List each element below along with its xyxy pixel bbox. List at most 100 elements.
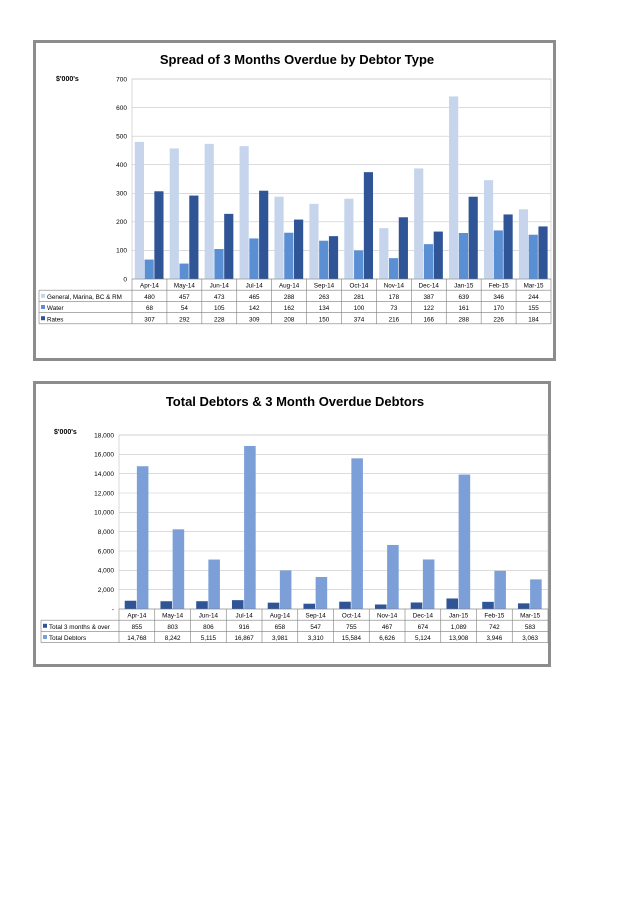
data-label: 54: [181, 305, 189, 312]
data-label: 467: [382, 624, 393, 631]
legend-key: [43, 635, 47, 639]
bar-1: [204, 143, 214, 279]
bar-2: [244, 445, 256, 609]
bar-1: [344, 198, 354, 279]
data-label: 8,242: [165, 635, 181, 642]
data-label: 803: [167, 624, 178, 631]
y-tick-label: 200: [116, 219, 127, 226]
bar-2: [279, 570, 292, 609]
data-label: 178: [389, 294, 400, 301]
data-label: 6,626: [379, 635, 395, 642]
bar-2: [172, 529, 185, 609]
y-unit-label: $'000's: [56, 76, 79, 83]
bar-1: [482, 601, 494, 609]
y-tick-label: 16,000: [94, 452, 114, 459]
data-label: 346: [493, 294, 504, 301]
data-label: 465: [249, 294, 260, 301]
chart-panel-debtor-type: Spread of 3 Months Overdue by Debtor Typ…: [33, 40, 556, 361]
bar-2: [530, 579, 542, 609]
data-label: 307: [144, 316, 155, 323]
y-unit-label: $'000's: [54, 429, 77, 436]
y-tick-label: 6,000: [98, 548, 115, 555]
data-label: 583: [525, 624, 536, 631]
chart-title: Total Debtors & 3 Month Overdue Debtors: [166, 394, 424, 409]
bar-2: [494, 570, 506, 609]
chart-title: Spread of 3 Months Overdue by Debtor Typ…: [160, 52, 434, 67]
data-label: 244: [528, 294, 539, 301]
bar-1: [231, 600, 244, 609]
chart-debtor-type-svg: Spread of 3 Months Overdue by Debtor Typ…: [38, 52, 552, 325]
bar-2: [422, 559, 435, 609]
bar-1: [374, 604, 387, 609]
bar-1: [160, 601, 173, 609]
data-label: 288: [284, 294, 295, 301]
data-label: 5,115: [201, 635, 217, 642]
chart-total-debtors-svg: Total Debtors & 3 Month Overdue Debtors …: [40, 394, 549, 643]
x-tick-label: Apr-14: [140, 283, 159, 290]
plot-area: [131, 78, 552, 280]
bar-1: [414, 168, 424, 279]
legend-key: [43, 623, 47, 628]
bar-1: [309, 203, 319, 279]
bar-2: [458, 474, 471, 609]
data-label: 3,946: [486, 635, 502, 642]
data-label: 855: [132, 624, 143, 631]
x-tick-label: Jul-14: [236, 613, 254, 620]
x-tick-label: Sep-14: [314, 283, 335, 290]
data-label: 5,124: [415, 635, 431, 642]
data-label: 3,981: [272, 635, 288, 642]
y-tick-label: 18,000: [94, 432, 114, 439]
data-label: 161: [458, 305, 469, 312]
data-label: 16,867: [234, 635, 254, 642]
bar-1: [379, 228, 389, 279]
bar-1: [339, 601, 351, 609]
bar-2: [144, 259, 154, 279]
data-label: 142: [249, 305, 260, 312]
y-tick-label: -: [112, 606, 114, 613]
bar-2: [388, 258, 399, 279]
bar-3: [328, 236, 339, 279]
bar-3: [538, 226, 548, 279]
y-tick-label: 14,000: [94, 471, 114, 478]
bar-2: [315, 577, 328, 609]
bar-3: [468, 196, 478, 279]
chart-panel-total-debtors: Total Debtors & 3 Month Overdue Debtors …: [33, 381, 551, 667]
data-label: 166: [424, 316, 435, 323]
y-tick-label: 4,000: [98, 568, 115, 575]
data-label: 228: [214, 316, 225, 323]
x-tick-label: Mar-15: [524, 283, 544, 290]
bar-1: [410, 602, 423, 609]
legend-key: [41, 293, 45, 298]
y-tick-label: 10,000: [94, 510, 114, 517]
x-tick-label: Jun-14: [199, 613, 219, 620]
x-tick-label: Feb-15: [489, 283, 509, 290]
data-label: 480: [144, 294, 155, 301]
legend-entry: Total 3 months & over: [49, 624, 110, 631]
data-label: 281: [354, 294, 365, 301]
data-label: 806: [203, 624, 214, 631]
data-label: 263: [319, 294, 330, 301]
x-tick-label: Sep-14: [305, 613, 326, 620]
bar-1: [517, 603, 530, 609]
y-tick-label: 8,000: [98, 529, 115, 536]
bar-2: [493, 230, 503, 279]
bar-3: [224, 213, 234, 279]
data-label: 208: [284, 316, 295, 323]
bar-2: [423, 244, 434, 279]
data-label: 1,089: [451, 624, 467, 631]
y-tick-label: 300: [116, 191, 127, 198]
bar-3: [259, 190, 269, 279]
x-tick-label: Aug-14: [279, 283, 300, 290]
y-tick-label: 400: [116, 162, 127, 169]
x-tick-label: Jan-15: [449, 613, 469, 620]
legend-entry: General, Marina, BC & RM: [47, 294, 122, 301]
data-label: 916: [239, 624, 250, 631]
legend-key: [41, 305, 45, 309]
x-tick-label: Jul-14: [246, 283, 264, 290]
x-tick-label: Dec-14: [413, 613, 434, 620]
data-label: 68: [146, 305, 154, 312]
bar-1: [446, 598, 459, 609]
bar-3: [189, 195, 199, 279]
data-label: 226: [493, 316, 504, 323]
bar-2: [319, 240, 329, 279]
